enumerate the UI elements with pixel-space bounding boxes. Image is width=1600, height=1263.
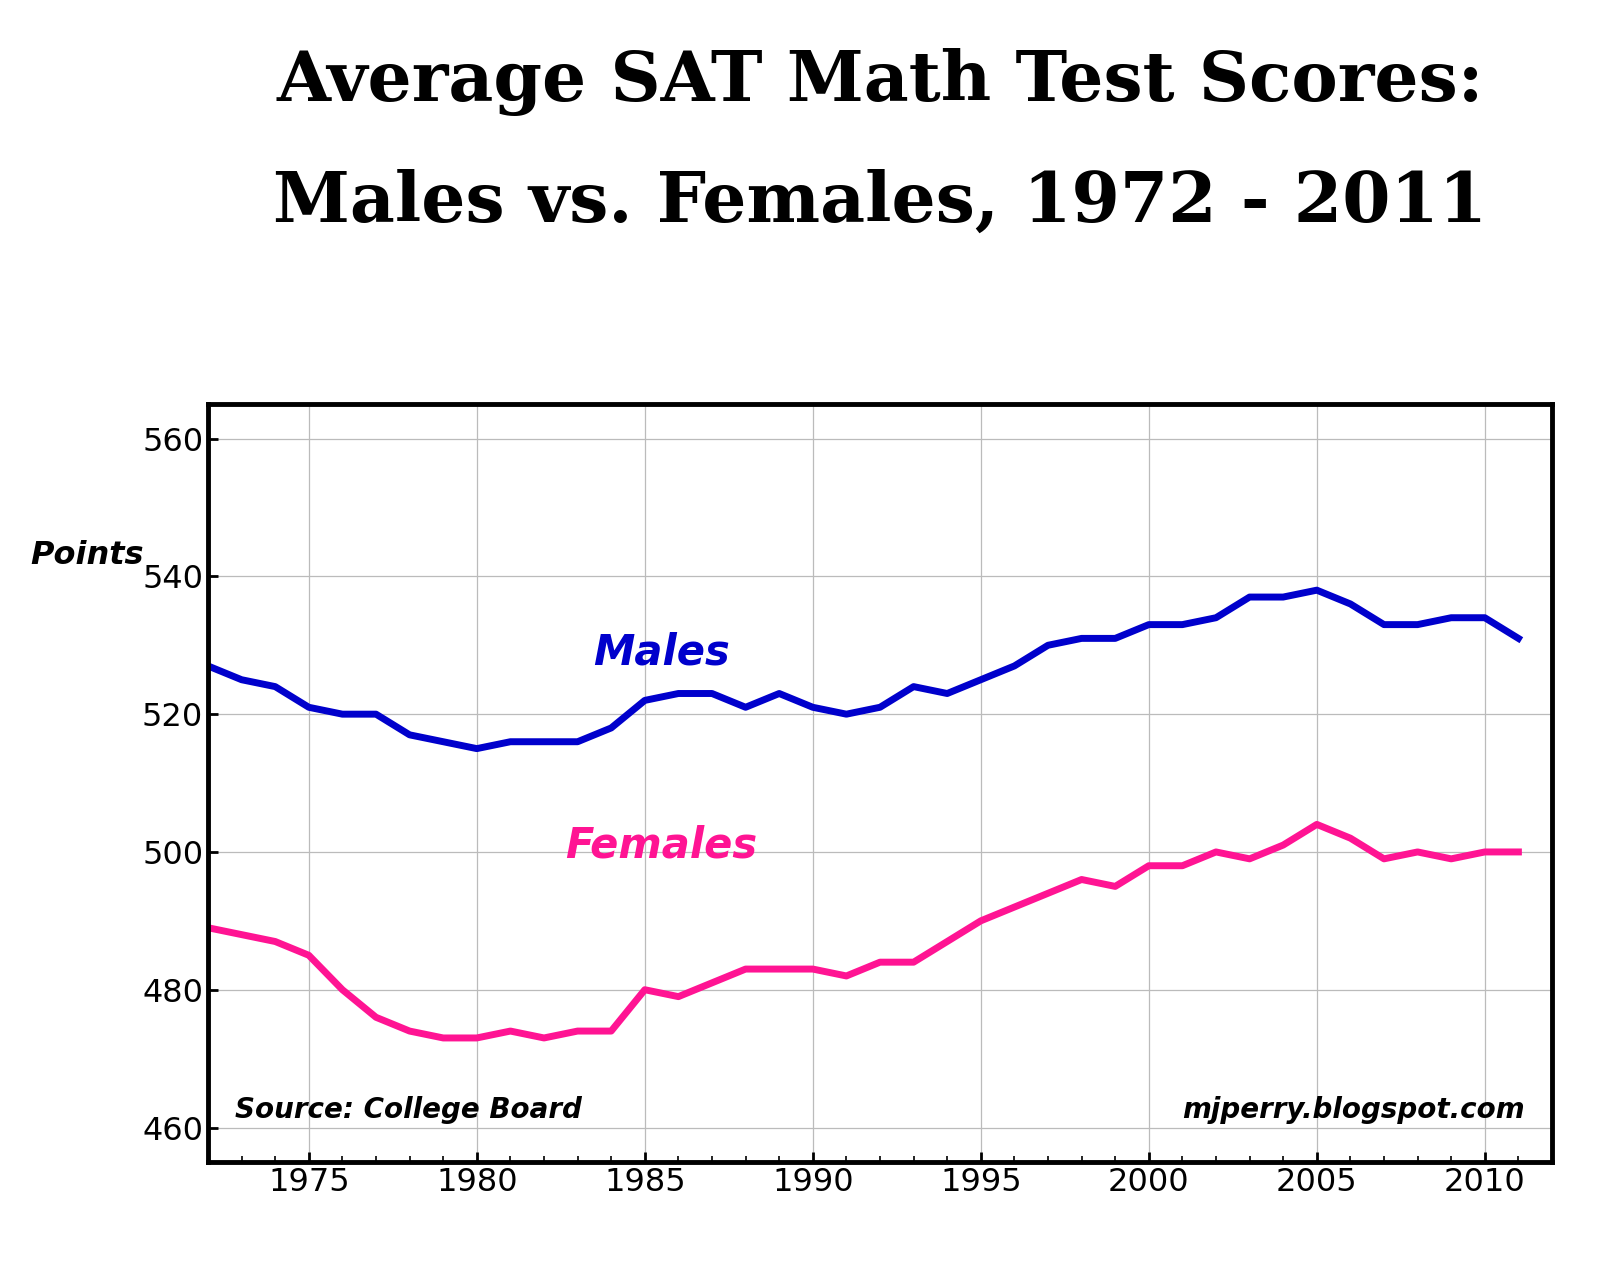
Text: Points: Points <box>30 541 144 571</box>
Text: Males: Males <box>594 632 730 673</box>
Text: Average SAT Math Test Scores:: Average SAT Math Test Scores: <box>277 48 1483 116</box>
Text: Males vs. Females, 1972 - 2011: Males vs. Females, 1972 - 2011 <box>274 168 1486 236</box>
Text: Females: Females <box>565 823 758 866</box>
Text: Source: College Board: Source: College Board <box>235 1096 582 1124</box>
Text: mjperry.blogspot.com: mjperry.blogspot.com <box>1182 1096 1525 1124</box>
